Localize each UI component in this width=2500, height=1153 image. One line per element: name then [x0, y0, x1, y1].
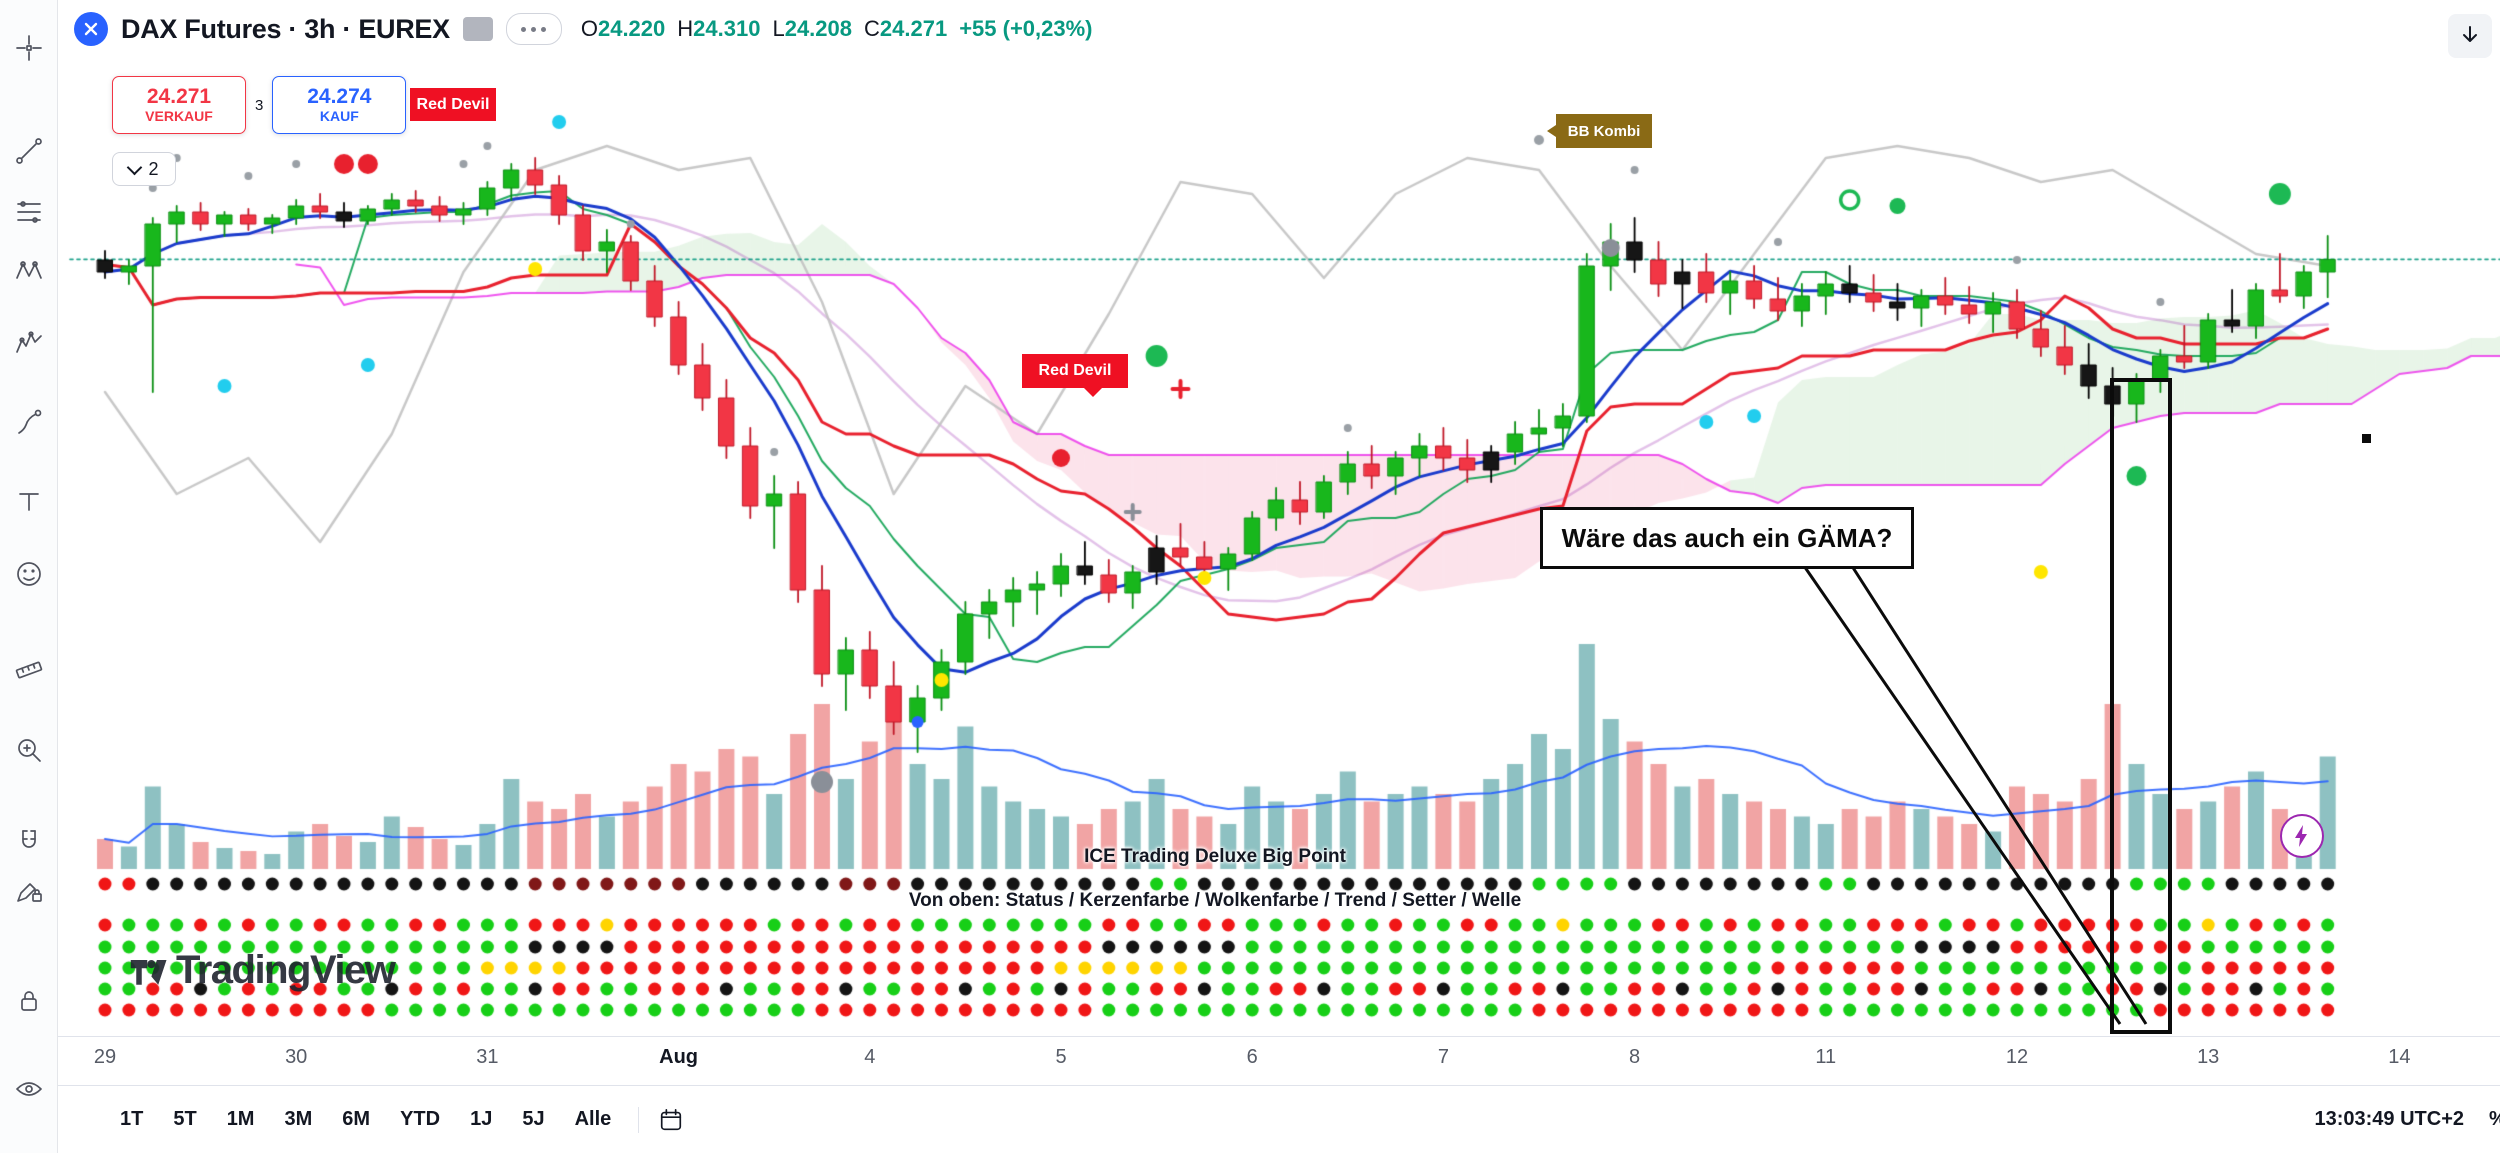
- trend-line-tool-icon[interactable]: [9, 131, 49, 171]
- sell-price: 24.271: [146, 85, 212, 108]
- highlight-rectangle[interactable]: [2110, 378, 2172, 1034]
- bottom-toolbar: 1T 5T 1M 3M 6M YTD 1J 5J Alle 13:03:49 UTC+2 %: [57, 1085, 2500, 1153]
- time-axis-label: 11: [1815, 1046, 1837, 1068]
- range-button-1t[interactable]: 1T: [120, 1108, 144, 1130]
- legend-visibility-icon[interactable]: [462, 17, 493, 41]
- chart-legend-header: DAX Futures · 3h · EUREX O24.220 H24.310…: [74, 12, 1093, 46]
- change-value: +55 (+0,23%): [959, 16, 1093, 41]
- time-axis-label: 29: [93, 1046, 117, 1068]
- crosshair-tool-icon[interactable]: [9, 28, 49, 68]
- range-button-5t[interactable]: 5T: [173, 1108, 197, 1130]
- more-dot-icon: [541, 26, 547, 32]
- red-devil-tag-mid[interactable]: Red Devil: [1022, 354, 1128, 397]
- range-button-alle[interactable]: Alle: [574, 1108, 612, 1130]
- range-buttons: 1T 5T 1M 3M 6M YTD 1J 5J Alle: [105, 1100, 626, 1140]
- close-value: 24.271: [879, 16, 948, 41]
- more-dot-icon: [531, 26, 537, 32]
- open-label: O: [580, 16, 598, 41]
- time-axis-label: 12: [2005, 1046, 2029, 1068]
- buy-button[interactable]: 24.274 KAUF: [272, 76, 407, 134]
- tradingview-logo-icon: [130, 959, 167, 985]
- sell-button[interactable]: 24.271 VERKAUF: [112, 76, 246, 134]
- spread-value: 3: [255, 96, 264, 114]
- buy-price: 24.274: [307, 85, 372, 108]
- high-label: H: [677, 16, 694, 41]
- go-to-date-button[interactable]: [651, 1100, 691, 1140]
- xabcd-pattern-tool-icon[interactable]: [9, 251, 49, 291]
- brush-tool-icon[interactable]: [9, 403, 49, 443]
- annotation-text-box[interactable]: Wäre das auch ein GÄMA?: [1540, 507, 1914, 569]
- time-axis-label: 7: [1437, 1046, 1449, 1068]
- range-button-1m[interactable]: 1M: [226, 1108, 255, 1130]
- elliott-wave-tool-icon[interactable]: [9, 323, 49, 363]
- time-axis-label: 5: [1055, 1046, 1067, 1068]
- indicator-title: ICE Trading Deluxe Big Point: [1084, 846, 1346, 867]
- range-button-3m[interactable]: 3M: [284, 1108, 313, 1130]
- high-value: 24.310: [693, 16, 761, 41]
- range-button-1j[interactable]: 1J: [470, 1108, 493, 1130]
- more-options-button[interactable]: [505, 13, 562, 45]
- drawing-lock-tool-icon[interactable]: [9, 870, 49, 910]
- red-devil-tag-top[interactable]: Red Devil: [410, 88, 496, 121]
- drawing-handle[interactable]: [2362, 434, 2371, 443]
- open-value: 24.220: [597, 16, 666, 41]
- ohlc-values: O24.220 H24.310 L24.208 C24.271 +55 (+0,…: [581, 16, 1093, 42]
- chevron-down-icon: [127, 159, 143, 175]
- buy-label: KAUF: [319, 108, 359, 124]
- text-tool-icon[interactable]: [9, 482, 49, 522]
- low-label: L: [772, 16, 785, 41]
- time-axis-label: 4: [864, 1046, 876, 1068]
- time-axis-label: 30: [285, 1046, 308, 1068]
- zoom-in-tool-icon[interactable]: [9, 730, 49, 770]
- fib-retracement-tool-icon[interactable]: [9, 192, 49, 232]
- time-axis-label: 8: [1629, 1046, 1641, 1068]
- indicator-row-legend: Von oben: Status / Kerzenfarbe / Wolkenf…: [908, 890, 1522, 911]
- sell-label: VERKAUF: [145, 108, 213, 124]
- magnet-tool-icon[interactable]: [9, 822, 49, 862]
- time-axis-label: 31: [476, 1046, 499, 1068]
- time-axis[interactable]: 29 30 31 Aug 4 5 6 7 8 11 12 13 14: [57, 1036, 2500, 1086]
- ruler-tool-icon[interactable]: [9, 650, 49, 690]
- time-axis-label: 13: [2197, 1046, 2220, 1068]
- clock-label[interactable]: 13:03:49 UTC+2: [2314, 1108, 2464, 1130]
- trade-panel: 24.271 VERKAUF 3 24.274 KAUF: [112, 76, 407, 134]
- tradingview-watermark-text: TradingView: [176, 948, 396, 992]
- more-dot-icon: [521, 26, 527, 32]
- collapse-indicators-button[interactable]: 2: [112, 152, 176, 186]
- time-axis-label: 14: [2388, 1046, 2411, 1068]
- lock-all-tool-icon[interactable]: [9, 981, 49, 1021]
- bb-kombi-tag[interactable]: BB Kombi: [1547, 114, 1652, 148]
- range-button-6m[interactable]: 6M: [342, 1108, 371, 1130]
- fast-trade-lightning-button[interactable]: [2280, 814, 2324, 858]
- close-label: C: [864, 16, 880, 41]
- time-axis-label: Aug: [659, 1046, 699, 1068]
- edge-truncated-label[interactable]: %: [2489, 1108, 2500, 1131]
- symbol-title[interactable]: DAX Futures · 3h · EUREX: [121, 13, 450, 44]
- hide-drawings-tool-icon[interactable]: [9, 1069, 49, 1109]
- range-button-5j[interactable]: 5J: [522, 1108, 545, 1130]
- drawing-toolbar: [0, 0, 58, 1153]
- emoji-tool-icon[interactable]: [9, 554, 49, 594]
- range-button-ytd[interactable]: YTD: [400, 1108, 441, 1130]
- low-value: 24.208: [784, 16, 852, 41]
- symbol-close-icon[interactable]: [74, 12, 108, 46]
- collapse-count: 2: [148, 158, 159, 179]
- time-axis-label: 6: [1246, 1046, 1258, 1068]
- toolbar-divider: [638, 1106, 640, 1133]
- download-button[interactable]: [2448, 14, 2492, 58]
- tradingview-watermark: TradingView: [128, 948, 396, 993]
